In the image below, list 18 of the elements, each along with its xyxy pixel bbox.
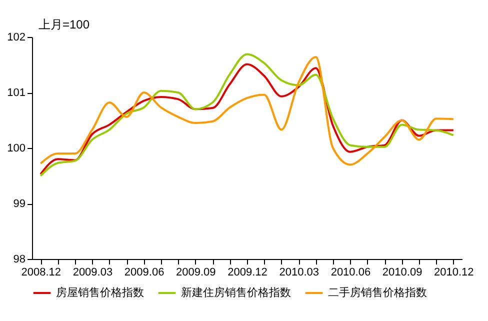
y-tick-label: 101 bbox=[7, 87, 26, 99]
legend-label: 房屋销售价格指数 bbox=[56, 286, 144, 299]
y-tick-label: 100 bbox=[7, 142, 26, 154]
y-tick-label: 102 bbox=[7, 32, 26, 44]
x-tick-label: 2009.12 bbox=[228, 266, 268, 278]
legend-label: 新建住房销售价格指数 bbox=[181, 286, 291, 299]
x-tick-label: 2010.06 bbox=[330, 266, 371, 278]
x-tick-label: 2010.12 bbox=[434, 266, 474, 278]
x-tick-label: 2008.12 bbox=[21, 266, 61, 278]
x-tick-label: 2010.03 bbox=[279, 266, 319, 278]
legend-label: 二手房销售价格指数 bbox=[328, 286, 427, 299]
y-axis-title: 上月=100 bbox=[38, 18, 90, 32]
x-tick-label: 2010.09 bbox=[382, 266, 422, 278]
y-tick-label: 98 bbox=[13, 254, 26, 266]
x-tick-label: 2009.06 bbox=[124, 266, 164, 278]
x-tick-label: 2009.09 bbox=[176, 266, 216, 278]
y-tick-label: 99 bbox=[13, 198, 26, 210]
x-tick-label: 2009.03 bbox=[72, 266, 113, 278]
